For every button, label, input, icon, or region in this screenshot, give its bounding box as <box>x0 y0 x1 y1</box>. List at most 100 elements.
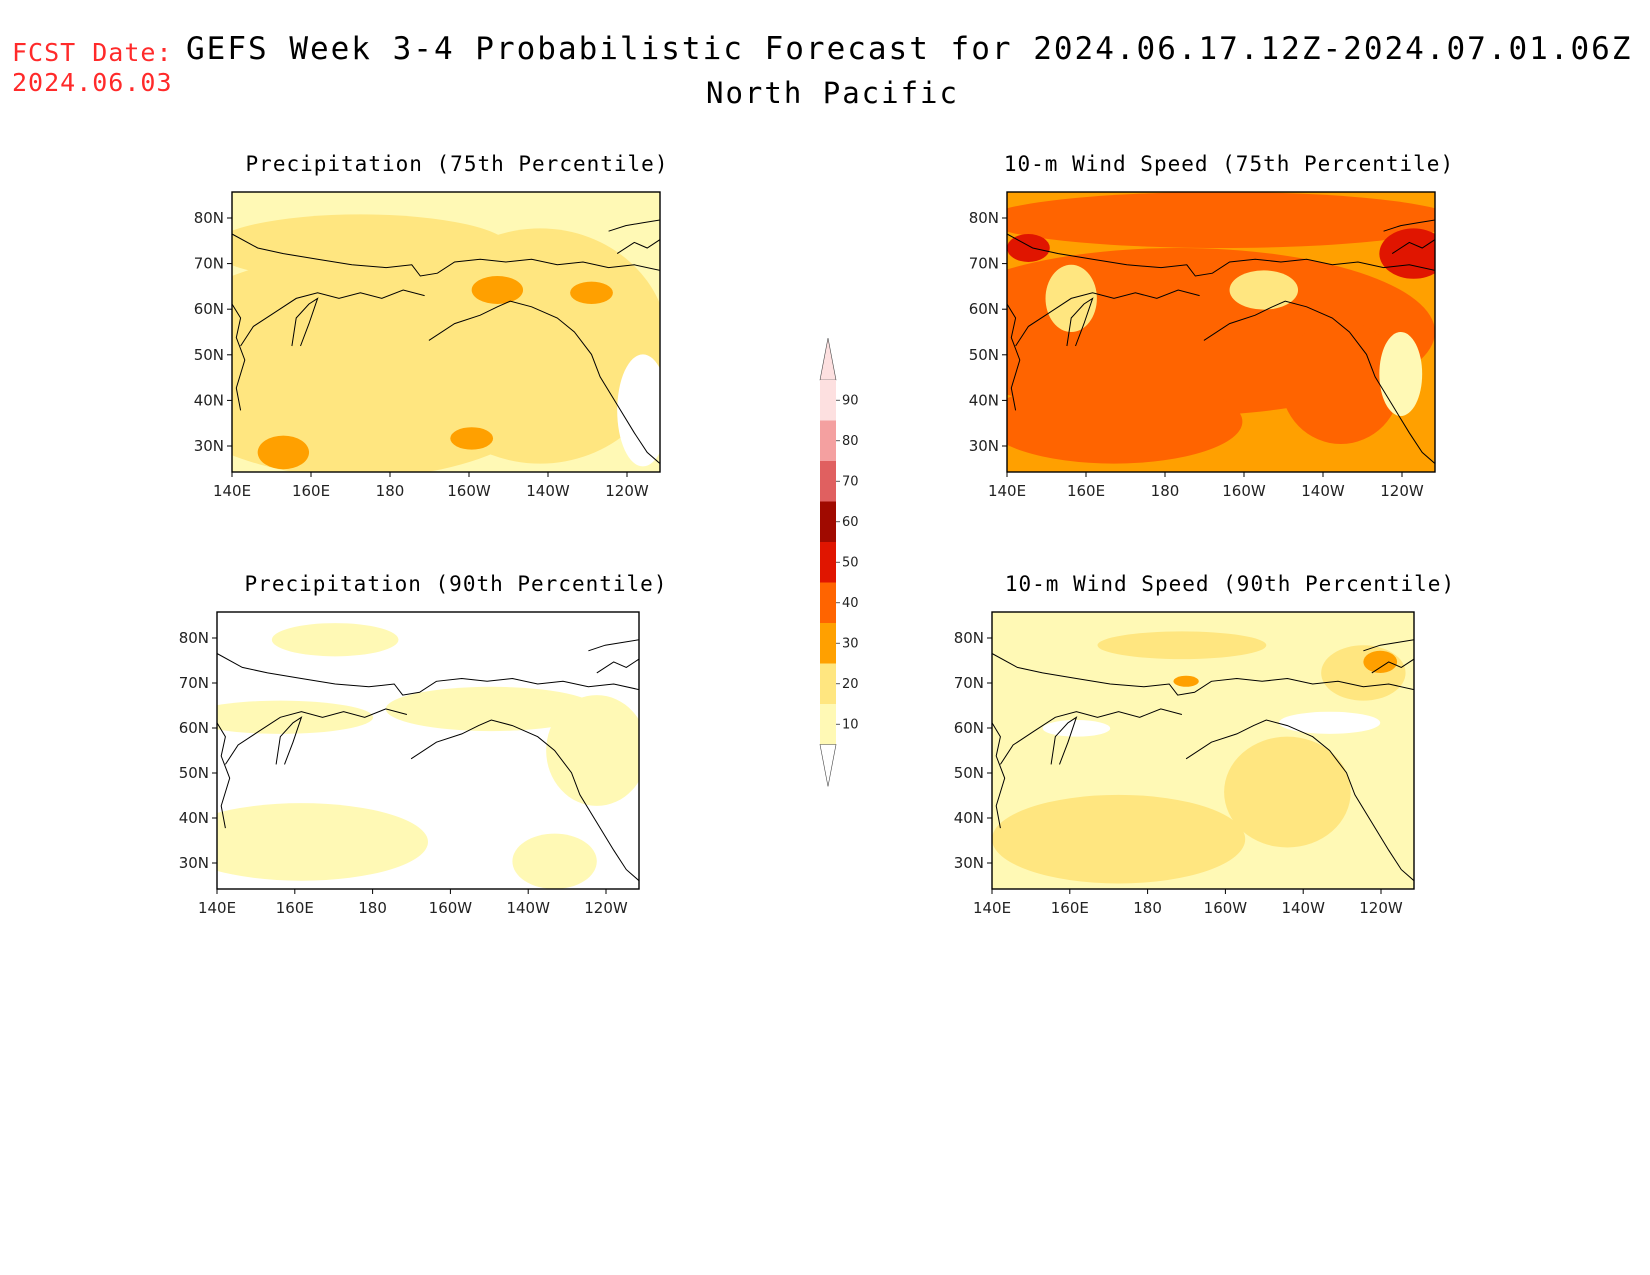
y-tick-label: 40N <box>969 391 999 409</box>
x-tick-label: 160E <box>276 899 314 917</box>
map-panel-precip-90: 140E 160E 180 160W 140W 120W 80N 70N 60N 50N 40N 30… <box>179 611 640 917</box>
map-panel-precip-75: 140E 160E 180 160W 140W 120W 80N 70N 60N 50N 40N 30… <box>194 191 661 500</box>
colorbar-label: 20 <box>842 677 859 692</box>
y-tick-label: 60N <box>969 300 999 318</box>
map-contour-patch <box>1042 720 1111 737</box>
x-tick-label: 140E <box>213 482 251 500</box>
map-contour-patch <box>1173 675 1199 687</box>
coastline <box>1007 303 1021 411</box>
colorbar-segment <box>820 663 836 704</box>
x-tick-label: 180 <box>376 482 405 500</box>
map-frame <box>1006 191 1436 473</box>
y-tick-label: 40N <box>179 809 209 827</box>
colorbar-legend: 90 80 70 60 50 40 30 20 10 <box>819 337 859 787</box>
coastline <box>1050 716 1078 765</box>
y-tick-label: 60N <box>179 719 209 737</box>
map-frame <box>991 611 1415 890</box>
map-contour-patch <box>1007 234 1050 262</box>
coastline <box>608 219 660 232</box>
panel-title-precip-75: Precipitation (75th Percentile) <box>245 152 669 176</box>
map-contour-patch <box>512 833 597 889</box>
map-contour-patch <box>1007 379 1243 464</box>
map-contour-patch <box>471 276 524 304</box>
x-tick-label: 140E <box>988 482 1026 500</box>
map-contour-patch <box>271 623 399 657</box>
coastline <box>428 300 660 464</box>
y-tick-label: 80N <box>194 209 224 227</box>
map-panel-wind-75: 140E 160E 180 160W 140W 120W 80N 70N 60N 50N 40N 30… <box>969 191 1436 500</box>
y-tick-label: 50N <box>969 346 999 364</box>
coastline <box>232 303 246 411</box>
colorbar-segment <box>820 420 836 461</box>
colorbar-segment <box>820 582 836 623</box>
colorbar-label: 90 <box>842 393 859 408</box>
x-tick-label: 160W <box>429 899 473 917</box>
panel-title-precip-90: Precipitation (90th Percentile) <box>244 572 668 596</box>
coastline <box>1203 300 1435 464</box>
y-tick-label: 50N <box>954 764 984 782</box>
map-contour-patch <box>1379 228 1435 279</box>
coastline <box>999 708 1183 765</box>
colorbar-label: 70 <box>842 474 859 489</box>
coastline <box>1185 719 1414 882</box>
colorbar-segment <box>820 542 836 583</box>
coastline <box>616 239 660 255</box>
map-contour-patch <box>1280 320 1401 444</box>
map-contour-patch <box>232 214 511 282</box>
map-contour-patch <box>1379 332 1423 416</box>
map-frame <box>231 191 661 473</box>
coastline <box>275 716 303 765</box>
map-contour-patch <box>385 686 597 732</box>
coastline <box>1015 289 1200 347</box>
y-tick-label: 30N <box>969 437 999 455</box>
coastline <box>410 719 639 882</box>
colorbar-segment <box>820 704 836 745</box>
x-tick-label: 140W <box>1281 899 1325 917</box>
map-contour-patch <box>257 435 310 470</box>
y-tick-label: 40N <box>194 391 224 409</box>
panel-title-wind-75: 10-m Wind Speed (75th Percentile) <box>1003 152 1455 176</box>
coastline <box>232 233 660 277</box>
map-contour-patch <box>217 803 428 881</box>
x-tick-label: 140E <box>198 899 236 917</box>
map-contour-patch <box>546 695 639 806</box>
coastline <box>240 289 425 347</box>
x-tick-label: 140E <box>973 899 1011 917</box>
y-tick-label: 80N <box>179 629 209 647</box>
page-subtitle: North Pacific <box>706 76 959 110</box>
map-contour-patch <box>1278 711 1381 734</box>
map-panel-wind-90: 140E 160E 180 160W 140W 120W 80N 70N 60N 50N 40N 30… <box>954 611 1415 917</box>
x-tick-label: 120W <box>584 899 628 917</box>
y-tick-label: 30N <box>179 854 209 872</box>
y-tick-label: 30N <box>954 854 984 872</box>
x-tick-label: 160W <box>447 482 491 500</box>
colorbar-label: 40 <box>842 596 859 611</box>
colorbar-segment <box>820 380 836 421</box>
x-tick-label: 160W <box>1204 899 1248 917</box>
y-tick-label: 50N <box>194 346 224 364</box>
coastline <box>596 658 639 674</box>
panel-title-wind-90: 10-m Wind Speed (90th Percentile) <box>1004 572 1456 596</box>
x-tick-label: 180 <box>358 899 387 917</box>
y-tick-label: 40N <box>954 809 984 827</box>
x-tick-label: 160E <box>1067 482 1105 500</box>
x-tick-label: 180 <box>1151 482 1180 500</box>
y-tick-label: 70N <box>969 255 999 273</box>
coastline <box>1383 219 1435 232</box>
map-contour-patch <box>1097 631 1267 660</box>
map-contour-patch <box>450 427 494 450</box>
map-contour-patch <box>217 700 374 734</box>
colorbar-label: 60 <box>842 515 859 530</box>
map-frame <box>216 611 640 890</box>
y-tick-label: 60N <box>194 300 224 318</box>
coastline <box>588 639 639 652</box>
y-tick-label: 50N <box>179 764 209 782</box>
y-tick-label: 80N <box>969 209 999 227</box>
colorbar-label: 10 <box>842 717 859 732</box>
y-tick-label: 70N <box>194 255 224 273</box>
y-tick-label: 80N <box>954 629 984 647</box>
colorbar-label: 80 <box>842 434 859 449</box>
colorbar-segment <box>820 461 836 502</box>
colorbar-cap-bottom <box>819 744 837 787</box>
y-tick-label: 70N <box>179 674 209 692</box>
